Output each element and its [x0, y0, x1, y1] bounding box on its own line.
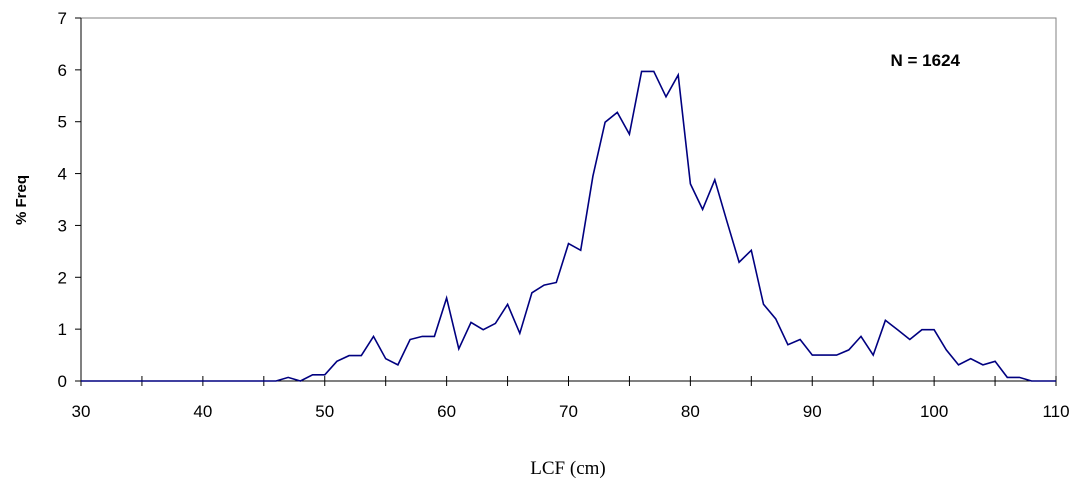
x-tick-label: 110 [1042, 402, 1069, 421]
x-tick-label: 50 [315, 402, 334, 421]
x-tick-label: 70 [559, 402, 578, 421]
y-tick-label: 1 [58, 320, 67, 339]
y-tick-label: 4 [58, 165, 67, 184]
x-tick-label: 90 [803, 402, 822, 421]
y-tick-label: 5 [58, 113, 67, 132]
x-tick-label: 100 [920, 402, 948, 421]
y-tick-label: 6 [58, 61, 67, 80]
y-tick-label: 3 [58, 216, 67, 235]
series-line [81, 70, 1056, 382]
x-tick-label: 80 [681, 402, 700, 421]
plot-area [80, 17, 1057, 382]
y-tick-label: 2 [58, 268, 67, 287]
y-tick-label: 0 [58, 372, 67, 391]
y-axis-label: % Freq [13, 175, 30, 225]
tick-labels: 0 1 2 3 4 5 6 7 30 40 50 60 70 80 90 100 110 [58, 9, 1070, 421]
x-axis-label: LCF (cm) [530, 458, 605, 479]
y-tick-label: 7 [58, 9, 67, 28]
x-tick-label: 30 [72, 402, 91, 421]
x-tick-label: 40 [193, 402, 212, 421]
annotation-n: N = 1624 [891, 51, 961, 70]
x-tick-label: 60 [437, 402, 456, 421]
